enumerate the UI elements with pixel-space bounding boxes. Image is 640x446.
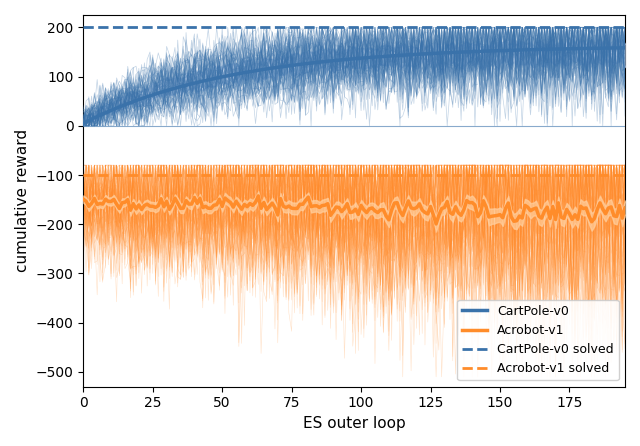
- Y-axis label: cumulative reward: cumulative reward: [15, 129, 30, 273]
- X-axis label: ES outer loop: ES outer loop: [303, 416, 406, 431]
- Legend: CartPole-v0, Acrobot-v1, CartPole-v0 solved, Acrobot-v1 solved: CartPole-v0, Acrobot-v1, CartPole-v0 sol…: [457, 300, 619, 380]
